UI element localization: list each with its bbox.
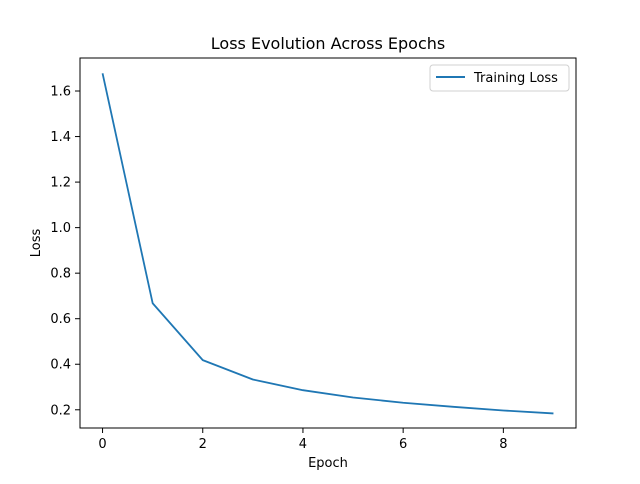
y-tick-label: 0.2 — [50, 403, 71, 418]
y-tick-label: 0.6 — [50, 312, 71, 327]
x-axis-label: Epoch — [308, 456, 348, 471]
x-tick-label: 6 — [399, 437, 407, 452]
chart-title: Loss Evolution Across Epochs — [211, 34, 445, 53]
legend-box — [429, 64, 570, 92]
series-layer — [101, 73, 554, 415]
legend-label-training-loss: Training Loss — [473, 71, 558, 86]
y-tick-label: 0.8 — [50, 267, 71, 282]
x-tick-label: 8 — [499, 437, 507, 452]
y-axis-ticks: 0.2 0.4 0.6 0.8 1.0 1.2 1.4 1.6 — [50, 85, 80, 418]
x-tick-label: 2 — [199, 437, 207, 452]
y-axis-label: Loss — [29, 229, 44, 258]
plot-frame — [79, 57, 577, 429]
x-tick-label: 0 — [98, 437, 106, 452]
y-tick-label: 1.6 — [50, 85, 71, 100]
series-line-training-loss — [101, 73, 554, 415]
y-tick-label: 1.0 — [50, 221, 71, 236]
y-tick-label: 1.2 — [50, 176, 71, 191]
x-axis-ticks: 0 2 4 6 8 — [98, 428, 507, 452]
plot-area: 0 2 4 6 8 0.2 0.4 0.6 0.8 1.0 1.2 1.4 1.6 — [50, 57, 577, 452]
y-tick-label: 0.4 — [50, 358, 71, 373]
x-tick-label: 4 — [299, 437, 307, 452]
y-tick-label: 1.4 — [50, 130, 71, 145]
legend: Training Loss — [429, 64, 570, 92]
